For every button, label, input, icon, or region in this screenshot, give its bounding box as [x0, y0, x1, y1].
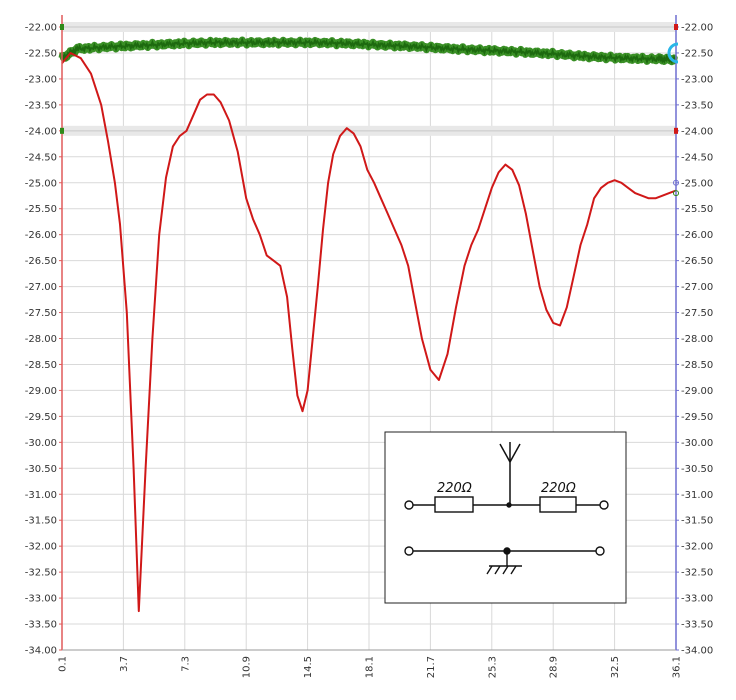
y-tick-label-left: -26.00 [25, 230, 57, 241]
y-tick-label-right: -23.50 [681, 100, 713, 111]
y-tick-label-left: -33.50 [25, 620, 57, 631]
y-tick-label-right: -27.00 [681, 282, 713, 293]
y-tick-label-right: -30.50 [681, 464, 713, 475]
circuit-inset: 220Ω 220Ω [384, 431, 627, 604]
y-tick-label-right: -28.50 [681, 360, 713, 371]
y-tick-label-right: -26.00 [681, 230, 713, 241]
right-level-marker-green [673, 190, 679, 197]
y-tick-label-right: -31.00 [681, 490, 713, 501]
resistor-network [404, 496, 609, 513]
y-tick-label-left: -28.50 [25, 360, 57, 371]
y-tick-label-left: -31.00 [25, 490, 57, 501]
series-line-secondary-core [61, 37, 677, 65]
y-tick-label-right: -24.50 [681, 152, 713, 163]
y-tick-label-left: -23.00 [25, 74, 57, 85]
y-tick-label-left: -30.50 [25, 464, 57, 475]
y-tick-label-right: -22.50 [681, 48, 713, 59]
right-marker-top [674, 24, 678, 30]
inset-frame [384, 431, 627, 604]
x-tick-label: 18.1 [365, 656, 376, 678]
y-tick-label-left: -27.00 [25, 282, 57, 293]
y-tick-label-right: -28.00 [681, 334, 713, 345]
right-level-marker-blue [673, 179, 679, 186]
y-tick-label-left: -24.50 [25, 152, 57, 163]
y-tick-label-left: -33.00 [25, 594, 57, 605]
antenna-icon [499, 442, 521, 505]
y-tick-label-right: -30.00 [681, 438, 713, 449]
y-tick-label-left: -30.00 [25, 438, 57, 449]
y-tick-label-left: -34.00 [25, 646, 57, 657]
left-axis-ticks: -22.00 -22.50 -23.00 -23.50 -24.00 -24.50 -25.… [25, 23, 62, 657]
y-tick-label-left: -32.00 [25, 542, 57, 553]
y-tick-label-left: -24.00 [25, 126, 57, 137]
y-tick-label-right: -22.00 [681, 23, 713, 34]
left-marker-top [60, 24, 64, 30]
x-tick-label: 10.9 [242, 656, 253, 678]
axes [60, 15, 679, 651]
right-marker-band [674, 127, 678, 134]
x-axis-ticks: 0.1 3.7 7.3 10.9 14.5 18.1 21.7 25.3 28.9 32.5 36.… [58, 656, 683, 678]
y-tick-label-right: -24.00 [681, 126, 713, 137]
y-tick-label-right: -25.50 [681, 204, 713, 215]
y-tick-label-right: -32.00 [681, 542, 713, 553]
y-tick-label-left: -29.50 [25, 412, 57, 423]
resistor-left-label: 220Ω [437, 481, 472, 496]
x-tick-label: 3.7 [119, 656, 130, 672]
x-tick-label: 32.5 [610, 656, 621, 678]
left-marker-band [60, 127, 64, 134]
y-tick-label-left: -32.50 [25, 568, 57, 579]
y-tick-label-right: -25.00 [681, 178, 713, 189]
x-tick-label: 0.1 [58, 656, 69, 672]
series-line-primary [61, 52, 677, 613]
right-cursor-marker[interactable] [667, 42, 679, 64]
y-tick-label-left: -25.00 [25, 178, 57, 189]
y-tick-label-right: -32.50 [681, 568, 713, 579]
right-axis-ticks: -22.00 -22.50 -23.00 -23.50 -24.00 -24.50 -25.… [676, 23, 713, 657]
y-tick-label-right: -34.00 [681, 646, 713, 657]
y-tick-label-left: -27.50 [25, 308, 57, 319]
x-tick-label: 28.9 [549, 656, 560, 678]
y-tick-label-right: -29.50 [681, 412, 713, 423]
resistor-right-label: 220Ω [541, 481, 576, 496]
y-tick-label-right: -26.50 [681, 256, 713, 267]
reference-bands [62, 22, 676, 136]
y-tick-label-left: -29.00 [25, 386, 57, 397]
y-tick-label-right: -27.50 [681, 308, 713, 319]
x-tick-label: 21.7 [426, 656, 437, 678]
y-tick-label-left: -25.50 [25, 204, 57, 215]
y-tick-label-right: -31.50 [681, 516, 713, 527]
y-tick-label-left: -23.50 [25, 100, 57, 111]
y-tick-label-right: -33.50 [681, 620, 713, 631]
ground-line [404, 546, 605, 566]
y-tick-label-left: -22.50 [25, 48, 57, 59]
y-tick-label-right: -29.00 [681, 386, 713, 397]
y-tick-label-left: -31.50 [25, 516, 57, 527]
y-tick-label-left: -28.00 [25, 334, 57, 345]
x-tick-label: 36.1 [672, 656, 683, 678]
x-tick-label: 25.3 [487, 656, 498, 678]
x-tick-label: 14.5 [303, 656, 314, 678]
y-tick-label-left: -26.50 [25, 256, 57, 267]
ground-icon [486, 565, 522, 575]
y-tick-label-left: -22.00 [25, 23, 57, 34]
series-layer [58, 36, 679, 613]
y-tick-label-right: -23.00 [681, 74, 713, 85]
y-tick-label-right: -33.00 [681, 594, 713, 605]
x-tick-label: 7.3 [180, 656, 191, 672]
